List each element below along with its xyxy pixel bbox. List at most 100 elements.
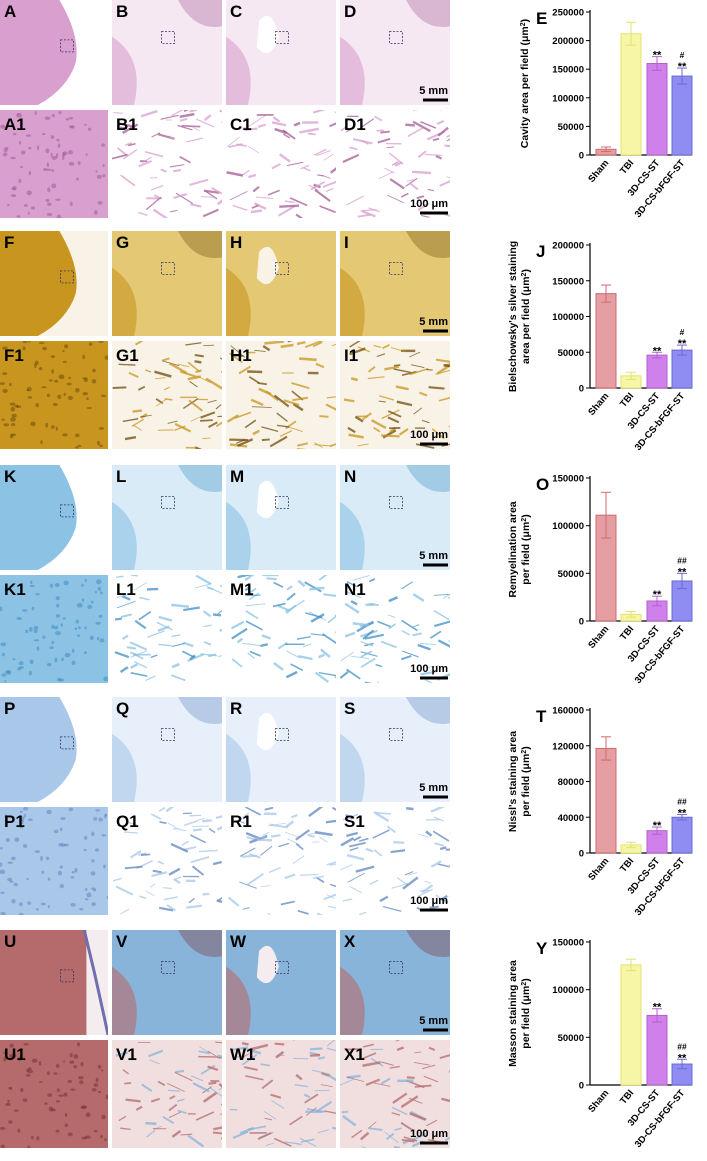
tissue-fiber [388,596,399,603]
tissue-fiber [298,654,313,661]
cell-nucleus [100,394,107,398]
panel-label: L1 [116,580,136,599]
tissue-fiber [181,650,196,659]
tissue-fiber [187,361,201,373]
tissue-fiber [166,904,176,912]
zoom-box [60,504,74,518]
tissue-fiber [171,662,180,669]
tissue-fiber [406,179,415,182]
tissue-fiber [285,820,295,828]
y-label-superscript: 2 [520,22,527,26]
image-background [0,341,108,449]
tissue-fiber [124,435,137,441]
panel-label: W1 [230,1045,256,1064]
cell-nucleus [88,342,93,346]
cell-nucleus [41,133,46,136]
y-label-text: Remyelination area [507,501,519,597]
tissue-fiber [145,196,162,211]
cell-nucleus [100,591,103,595]
tissue-fiber [212,1131,222,1135]
tissue-fiber [162,357,170,362]
cell-nucleus [4,588,10,591]
image-background [226,575,336,683]
tissue-fiber [239,847,256,857]
tissue-fiber [364,681,373,683]
y-tick-label: 0 [579,1081,584,1092]
cell-nucleus [91,1088,97,1092]
tissue-fiber [303,167,311,172]
tissue-fiber [275,1050,285,1059]
tissue-fiber [420,670,436,676]
y-axis-label-line: per field (μm2) [520,978,532,1048]
tissue-fiber [230,345,246,358]
cell-nucleus [100,1134,103,1139]
tissue-fiber [237,438,254,447]
cell-nucleus [26,190,32,196]
cell-nucleus [30,206,36,210]
tissue-fiber [448,640,450,643]
tissue-fiber [257,1132,272,1141]
cell-nucleus [3,423,10,427]
y-axis-label: Bielschowsky's silver staining area per f… [507,241,532,392]
overview-image [112,231,222,336]
tissue-fiber [138,611,152,621]
cell-nucleus [71,870,75,874]
cell-nucleus [101,143,106,147]
tissue-fiber [420,121,437,129]
cell-nucleus [73,1054,79,1059]
tissue-fiber [204,190,218,200]
tissue-fiber [308,184,319,192]
tissue-fiber [331,807,336,811]
zoom-box [60,39,74,53]
cell-nucleus [20,1087,24,1093]
tissue-fiber [396,400,413,407]
tissue-fiber [265,1142,275,1147]
tissue-fiber [296,341,306,346]
tissue-fiber [215,404,222,410]
cell-nucleus [10,194,17,198]
tissue-fiber [264,341,285,345]
cell-nucleus [95,621,101,625]
tissue-fiber [244,1066,258,1071]
tissue-fiber [302,643,312,648]
bar-3d-cs-st [646,354,668,389]
cell-nucleus [44,116,51,120]
tissue-fiber [377,137,391,144]
tissue-fiber [326,1047,336,1052]
tissue-fiber [426,368,433,371]
tissue-fiber [180,1133,193,1136]
tissue-fiber [350,655,370,660]
tissue-fiber [314,1089,330,1092]
tissue-fiber [189,178,209,186]
cell-nucleus [47,905,50,909]
zoom-box [275,496,289,509]
tissue-fiber [438,396,450,402]
cell-nucleus [47,202,52,206]
tissue-fiber [299,127,320,134]
cell-nucleus [68,125,74,128]
tissue-fiber [121,634,129,641]
scale-bar-label: 100 μm [410,1128,448,1140]
tissue-fiber [159,821,167,825]
cell-nucleus [18,912,24,915]
y-label-text: per field (μm [520,754,532,817]
tissue-fiber [174,1071,193,1082]
zoom-box [161,31,175,44]
tissue-region [112,36,137,105]
tissue-fiber [323,893,336,901]
cell-nucleus [106,895,108,900]
x-tick-label: TBI [618,1088,636,1107]
tissue-fiber [196,817,205,821]
cell-nucleus [93,1130,98,1133]
tissue-fiber [282,129,296,140]
tissue-fiber [227,896,240,907]
tissue-fiber [232,204,248,211]
cell-nucleus [54,583,60,588]
cell-nucleus [0,869,6,875]
cell-nucleus [75,619,79,624]
tissue-fiber [369,879,379,885]
y-axis-label-line: Bielschowsky's silver staining [507,241,519,392]
tissue-fiber [272,116,281,123]
cell-nucleus [61,657,64,662]
